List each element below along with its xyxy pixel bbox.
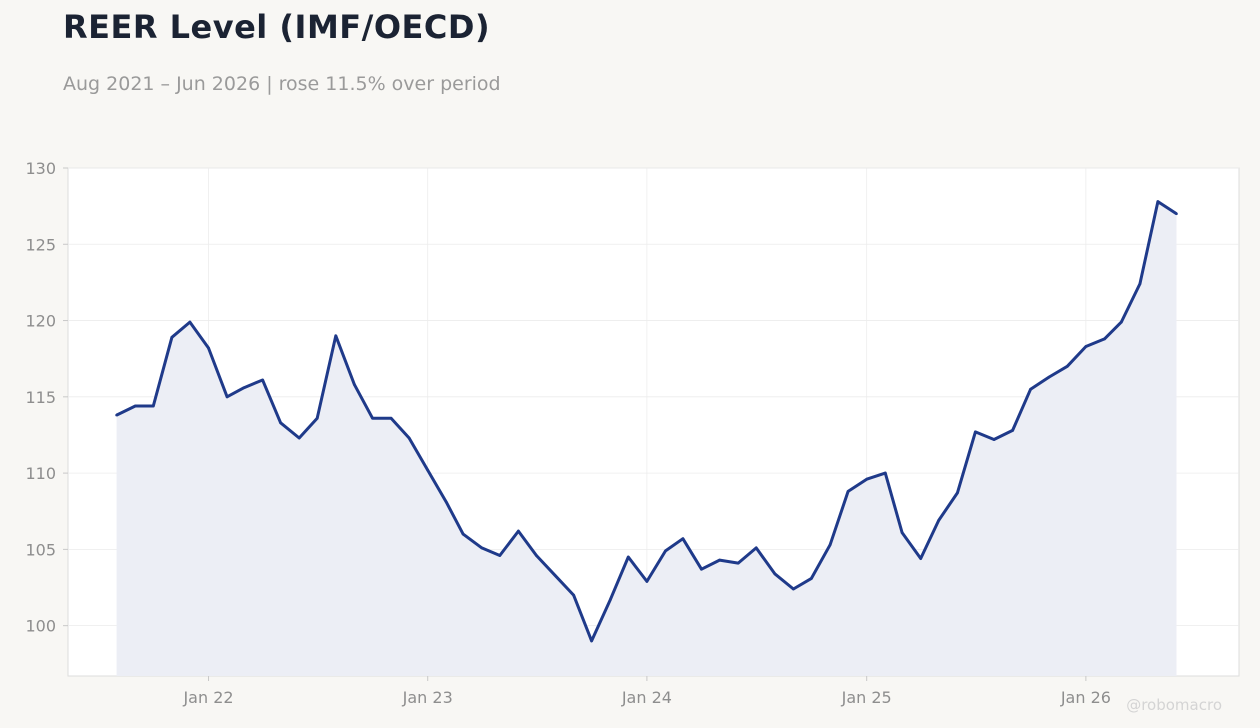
data-point: [956, 491, 959, 495]
y-tick-label: 125: [25, 235, 56, 254]
data-point: [225, 395, 229, 399]
data-point: [664, 549, 667, 553]
data-point: [627, 555, 630, 559]
data-point: [1120, 320, 1123, 324]
y-tick-label: 110: [25, 464, 56, 483]
data-point: [645, 580, 649, 583]
data-point: [609, 598, 612, 601]
x-tick-label: Jan 22: [182, 688, 233, 707]
data-point: [553, 574, 557, 577]
chart-subtitle: Aug 2021 – Jun 2026 | rose 11.5% over pe…: [63, 73, 501, 95]
data-point: [498, 554, 502, 557]
data-point: [884, 471, 887, 475]
watermark-text: @robomacro: [1126, 696, 1222, 714]
data-point: [992, 438, 996, 441]
x-tick-label: Jan 26: [1060, 688, 1111, 707]
data-point: [590, 639, 593, 643]
data-point: [426, 468, 430, 472]
x-tick-label: Jan 23: [402, 688, 453, 707]
data-point: [700, 567, 703, 571]
data-point: [754, 546, 758, 550]
data-point: [681, 537, 685, 540]
data-point: [115, 413, 118, 417]
data-point: [1029, 387, 1032, 391]
data-point: [242, 386, 246, 390]
data-point: [810, 577, 813, 580]
data-point: [152, 404, 155, 408]
data-point: [1066, 365, 1069, 368]
data-point: [900, 531, 904, 534]
data-point: [407, 436, 411, 440]
data-point: [517, 529, 520, 533]
series-points: [115, 200, 1178, 643]
data-point: [1103, 337, 1106, 341]
data-point: [315, 416, 319, 420]
data-point: [1175, 212, 1178, 216]
y-tick-label: 115: [25, 388, 56, 407]
data-point: [919, 557, 922, 560]
y-tick-label: 130: [25, 159, 56, 178]
data-point: [572, 593, 575, 597]
data-point: [1156, 200, 1160, 203]
data-point: [134, 404, 137, 408]
chart-title: REER Level (IMF/OECD): [63, 8, 491, 46]
data-point: [773, 572, 777, 576]
axes: 100 105 110 115 120 125 130 Jan 22 Jan 23 Jan 24 J…: [25, 159, 1110, 707]
data-point: [279, 421, 282, 425]
data-point: [1084, 345, 1088, 348]
data-point: [371, 416, 374, 420]
data-point: [297, 436, 301, 440]
x-tick-label: Jan 24: [621, 688, 672, 707]
data-point: [828, 543, 832, 547]
data-point: [1011, 429, 1014, 432]
data-point: [480, 546, 484, 550]
data-point: [535, 554, 538, 557]
y-tick-label: 100: [25, 617, 56, 636]
data-point: [170, 336, 174, 339]
data-point: [334, 334, 338, 338]
data-point: [846, 490, 850, 493]
data-point: [736, 561, 740, 565]
x-tick-label: Jan 25: [841, 688, 892, 707]
data-point: [445, 500, 448, 504]
data-point: [974, 430, 977, 434]
data-point: [188, 320, 192, 324]
data-point: [353, 383, 356, 386]
data-point: [389, 416, 393, 420]
series-area: [116, 201, 1177, 676]
y-tick-label: 105: [25, 540, 56, 559]
data-point: [261, 378, 264, 382]
data-point: [461, 532, 465, 536]
data-point: [792, 587, 795, 591]
data-point: [1138, 282, 1142, 286]
data-point: [1047, 375, 1051, 379]
data-point: [718, 558, 721, 562]
y-tick-label: 120: [25, 312, 56, 331]
data-point: [207, 346, 210, 350]
data-point: [937, 519, 940, 522]
data-point: [865, 477, 868, 481]
